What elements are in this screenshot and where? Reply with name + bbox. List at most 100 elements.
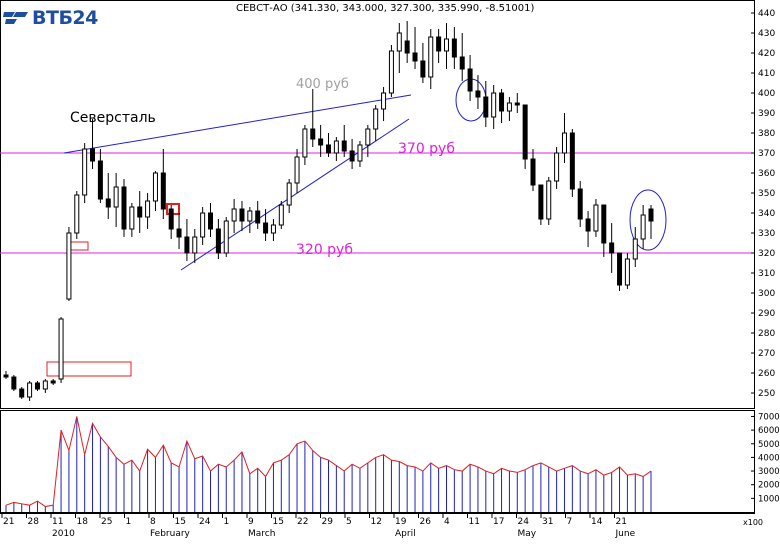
candle xyxy=(593,199,599,237)
candle xyxy=(381,87,387,121)
candle xyxy=(443,23,449,69)
candle xyxy=(577,181,583,227)
candle xyxy=(349,139,355,169)
x-tick-label: 22 xyxy=(297,517,308,527)
candle xyxy=(373,105,379,141)
price-tick-label: 320 xyxy=(758,249,775,259)
company-annotation: Северсталь xyxy=(70,110,156,126)
candle xyxy=(74,191,80,239)
x-tick-label: 1 xyxy=(224,517,230,527)
candle xyxy=(184,219,190,261)
candle xyxy=(247,207,253,233)
candle xyxy=(609,223,615,273)
candle xyxy=(333,137,339,161)
volume-unit-label: x100 xyxy=(743,518,763,527)
x-tick-label: 4 xyxy=(444,517,450,527)
price-tick-label: 420 xyxy=(758,49,775,59)
x-tick-label: 21 xyxy=(3,517,14,527)
candle xyxy=(499,89,505,123)
volume-tick-label: 50000 xyxy=(758,440,780,450)
candle xyxy=(302,125,308,165)
gap-marker-box-small xyxy=(69,241,89,251)
x-tick-label: 21 xyxy=(616,517,627,527)
candle xyxy=(554,147,560,189)
volume-tick-label: 60000 xyxy=(758,426,780,436)
candle xyxy=(294,149,300,193)
candle xyxy=(223,217,229,257)
price-tick-label: 250 xyxy=(758,389,775,399)
candle xyxy=(113,173,119,227)
candle xyxy=(318,125,324,157)
x-tick-label: 26 xyxy=(420,517,432,527)
candle xyxy=(428,29,434,89)
candle xyxy=(137,191,143,233)
volume-axis: 10000 20000 30000 40000 50000 60000 70000 x100 xyxy=(743,412,780,527)
x-tick-label: 12 xyxy=(371,517,382,527)
x-tick-label: 1 xyxy=(126,517,132,527)
month-label: February xyxy=(150,529,191,539)
chart-header: СЕВСТ-АО (341.330, 343.000, 327.300, 335… xyxy=(236,3,535,14)
price-tick-label: 430 xyxy=(758,29,775,39)
price-tick-label: 330 xyxy=(758,229,775,239)
candle xyxy=(617,252,623,291)
level-400-label: 400 руб xyxy=(296,77,349,92)
volume-series xyxy=(5,416,652,512)
candle xyxy=(451,27,457,69)
candle xyxy=(388,45,394,97)
price-tick-label: 270 xyxy=(758,349,775,359)
support-trendline xyxy=(180,118,410,271)
candle xyxy=(278,201,284,229)
candle xyxy=(357,141,363,167)
volume-tick-label: 20000 xyxy=(758,481,780,491)
x-tick-label: 18 xyxy=(77,517,89,527)
candle xyxy=(231,199,237,233)
x-tick-label: 19 xyxy=(395,517,407,527)
x-tick-label: 11 xyxy=(469,517,480,527)
candle xyxy=(601,204,607,257)
candle xyxy=(263,209,269,241)
x-tick-label: 17 xyxy=(493,517,504,527)
candle xyxy=(90,119,96,169)
x-tick-label: 25 xyxy=(101,517,112,527)
level-320-label: 320 руб xyxy=(296,242,353,258)
candle xyxy=(585,211,591,247)
candle xyxy=(176,213,182,249)
price-tick-label: 310 xyxy=(758,269,775,279)
candle xyxy=(270,219,276,241)
price-tick-label: 360 xyxy=(758,169,775,179)
volume-tick-label: 30000 xyxy=(758,467,780,477)
x-tick-label: 15 xyxy=(273,517,284,527)
vtb24-logo: ВТБ24 xyxy=(3,5,98,31)
candle xyxy=(19,387,25,399)
price-tick-label: 290 xyxy=(758,309,775,319)
candle xyxy=(11,375,17,391)
volume-line xyxy=(5,416,652,508)
x-tick-label: 11 xyxy=(52,517,63,527)
x-tick-label: 28 xyxy=(28,517,40,527)
price-tick-label: 400 xyxy=(758,89,775,99)
x-tick-label: 31 xyxy=(542,517,553,527)
volume-tick-label: 70000 xyxy=(758,412,780,422)
candle xyxy=(396,23,402,73)
level-370-label: 370 руб xyxy=(398,141,455,157)
candle xyxy=(121,179,127,237)
candle xyxy=(420,43,426,83)
candle xyxy=(632,227,638,267)
resistance-trendline xyxy=(63,94,412,154)
candle xyxy=(436,29,442,63)
candle xyxy=(34,381,40,391)
candle xyxy=(404,21,410,63)
month-label: 2010 xyxy=(52,529,75,539)
candle xyxy=(569,129,575,197)
price-axis: 250 260 270 280 290 300 310 320 330 340 350 360 370 3… xyxy=(751,9,775,399)
month-label: April xyxy=(395,529,416,539)
month-label: March xyxy=(248,529,275,539)
candle xyxy=(82,143,88,203)
x-tick-label: 24 xyxy=(199,517,211,527)
price-tick-label: 440 xyxy=(758,9,775,19)
price-tick-label: 260 xyxy=(758,369,775,379)
candle xyxy=(365,125,371,157)
candle xyxy=(255,201,261,229)
candle xyxy=(546,177,552,225)
